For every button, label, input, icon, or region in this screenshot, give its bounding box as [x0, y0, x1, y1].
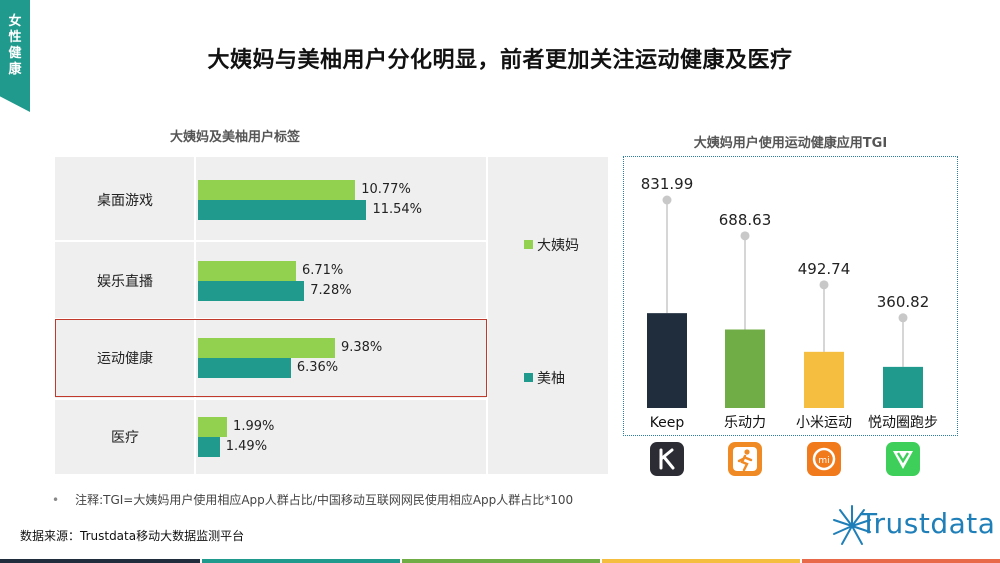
tgi-point [662, 195, 672, 205]
legend-swatch-dayima [524, 240, 533, 249]
category-label: 娱乐直播 [97, 274, 153, 290]
ledongli-app-icon [728, 442, 762, 476]
tgi-category-label: 悦动圈跑步 [868, 415, 938, 431]
bar-value-label: 11.54% [372, 202, 423, 217]
bar-dayima [198, 338, 335, 358]
divider [194, 157, 196, 474]
divider [55, 398, 487, 400]
bar-value-label: 6.36% [296, 360, 339, 375]
bar-meiyou [198, 358, 291, 378]
keep-app-icon [650, 442, 684, 476]
bar-value-label: 7.28% [310, 283, 352, 298]
bar-dayima [198, 261, 296, 281]
tgi-bar [725, 329, 765, 408]
tgi-point [819, 280, 829, 290]
trustdata-logo-icon [833, 505, 871, 545]
bar-value-label: 1.49% [225, 439, 268, 454]
bar-value-label: 10.77% [361, 182, 411, 197]
footer-strip [402, 559, 600, 563]
category-label: 桌面游戏 [97, 193, 153, 209]
footer-strip [202, 559, 400, 563]
yuedongquan-app-icon [886, 442, 920, 476]
section-tab: 女性健康 [0, 0, 30, 112]
tgi-bar [804, 351, 844, 408]
bar-value-label: 6.71% [301, 263, 344, 278]
tgi-category-label: 乐动力 [724, 415, 766, 431]
category-label: 运动健康 [97, 351, 153, 367]
right-chart-frame [623, 156, 958, 436]
right-chart: 831.99 Keep 688.63 乐动力 492.74 小米运动 360.82 悦动圈跑步 [641, 175, 938, 431]
tgi-value-label: 360.82 [877, 293, 930, 311]
tgi-point [740, 231, 750, 241]
legend-label-dayima: 大姨妈 [537, 238, 579, 254]
svg-text:mi: mi [818, 456, 829, 466]
tgi-value-label: 492.74 [798, 260, 851, 278]
left-chart-title: 大姨妈及美柚用户标签 [169, 130, 300, 145]
bar-meiyou [198, 437, 220, 457]
tgi-value-label: 831.99 [641, 175, 694, 193]
footer-strip [602, 559, 800, 563]
bar-meiyou [198, 281, 305, 301]
tgi-category-label: Keep [650, 415, 685, 431]
tgi-bar [883, 366, 923, 408]
footnote-text: 注释:TGI=大姨妈用户使用相应App人群占比/中国移动互联网网民使用相应App… [75, 493, 574, 507]
data-source: 数据来源：Trustdata移动大数据监测平台 [20, 529, 245, 543]
tgi-point [898, 313, 908, 323]
bar-dayima [198, 180, 356, 200]
mi-fit-app-icon: mi [807, 442, 841, 476]
bar-meiyou [198, 200, 367, 220]
footnote: • 注释:TGI=大姨妈用户使用相应App人群占比/中国移动互联网网民使用相应Ap… [52, 491, 573, 508]
category-label: 医疗 [111, 430, 139, 446]
divider [55, 240, 487, 242]
footnote-bullet: • [52, 493, 60, 507]
brand-name: Trustdata [860, 507, 996, 540]
tgi-bar [647, 313, 687, 408]
legend-swatch-meiyou [524, 373, 533, 382]
bar-value-label: 1.99% [233, 419, 275, 434]
highlight-box [55, 319, 487, 397]
page-title: 大姨妈与美柚用户分化明显，前者更加关注运动健康及医疗 [207, 48, 793, 73]
footer-strip [0, 559, 200, 563]
section-tab-label: 女性健康 [8, 14, 22, 77]
divider [486, 157, 488, 474]
tgi-value-label: 688.63 [719, 211, 772, 229]
right-chart-title: 大姨妈用户使用运动健康应用TGI [693, 136, 888, 151]
bar-value-label: 9.38% [340, 340, 383, 355]
legend-label-meiyou: 美柚 [537, 371, 565, 387]
footer-strip [802, 559, 1000, 563]
tgi-category-label: 小米运动 [796, 415, 852, 431]
bar-dayima [198, 417, 228, 437]
